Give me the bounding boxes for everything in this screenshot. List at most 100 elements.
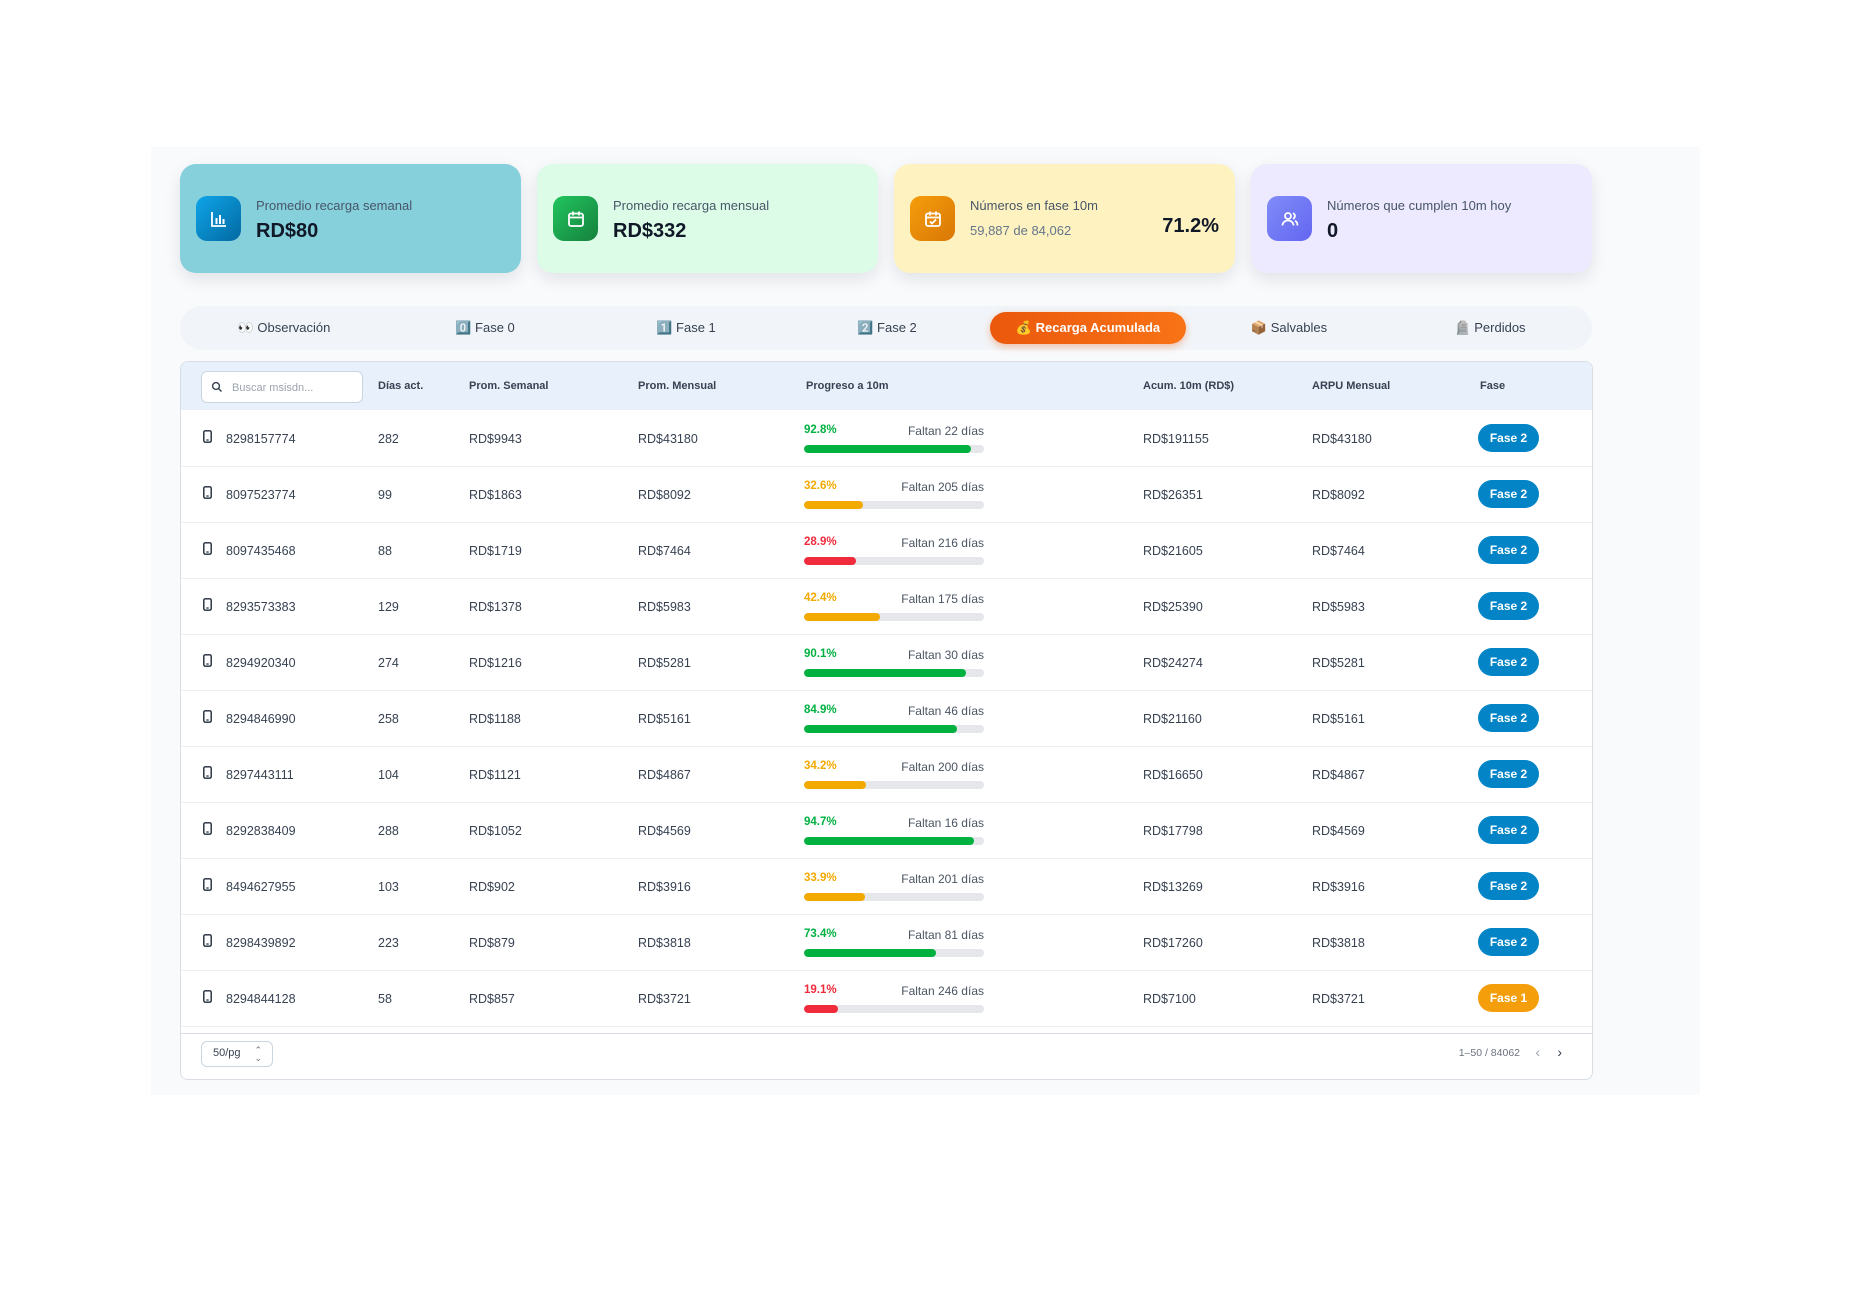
phase-badge[interactable]: Fase 2 [1478, 592, 1539, 620]
tab-observacion[interactable]: 👀 Observación [237, 320, 331, 335]
progress-bar [804, 445, 984, 453]
phase-badge[interactable]: Fase 2 [1478, 872, 1539, 900]
next-page-button[interactable]: › [1557, 1044, 1562, 1060]
calendar-icon [553, 196, 598, 241]
arpu-cell: RD$3721 [1312, 992, 1365, 1006]
tab-fase-0[interactable]: 0️⃣ Fase 0 [455, 320, 515, 335]
phone-icon [203, 822, 212, 840]
column-header-prom-mensual[interactable]: Prom. Mensual [638, 380, 717, 392]
acum-cell: RD$17798 [1143, 824, 1203, 838]
phase-badge[interactable]: Fase 2 [1478, 480, 1539, 508]
tab-fase-1[interactable]: 1️⃣ Fase 1 [656, 320, 716, 335]
phone-icon [203, 654, 212, 672]
msisdn-cell: 8298157774 [226, 432, 296, 446]
days-remaining: Faltan 216 días [901, 536, 984, 550]
table-row[interactable]: 8292838409 288 RD$1052 RD$4569 94.7% Faltan 1… [181, 802, 1592, 859]
dias-cell: 104 [378, 768, 399, 782]
days-remaining: Faltan 200 días [901, 760, 984, 774]
phase-badge[interactable]: Fase 2 [1478, 536, 1539, 564]
tab-salvables[interactable]: 📦 Salvables [1250, 320, 1328, 335]
msisdn-cell: 8293573383 [226, 600, 296, 614]
phase-badge[interactable]: Fase 1 [1478, 984, 1539, 1012]
phase-tabs: 👀 Observación 0️⃣ Fase 0 1️⃣ Fase 1 2️⃣ … [180, 306, 1592, 350]
mensual-cell: RD$4569 [638, 824, 691, 838]
progress-bar-fill [804, 725, 957, 733]
tab-recarga-acumulada[interactable]: 💰 Recarga Acumulada [990, 312, 1186, 344]
column-header-dias[interactable]: Días act. [378, 380, 424, 392]
progress-percent: 73.4% [804, 928, 837, 940]
arpu-cell: RD$5983 [1312, 600, 1365, 614]
tab-fase-2[interactable]: 2️⃣ Fase 2 [857, 320, 917, 335]
card-label: Promedio recarga mensual [613, 198, 770, 213]
phase-badge[interactable]: Fase 2 [1478, 928, 1539, 956]
column-header-acum[interactable]: Acum. 10m (RD$) [1143, 380, 1235, 392]
column-header-prom-semanal[interactable]: Prom. Semanal [469, 380, 549, 392]
calendar-check-icon [910, 196, 955, 241]
acum-cell: RD$13269 [1143, 880, 1203, 894]
acum-cell: RD$26351 [1143, 488, 1203, 502]
card-label: Promedio recarga semanal [256, 198, 413, 213]
data-table: Días act. Prom. Semanal Prom. Mensual Pr… [180, 361, 1593, 1080]
progress-bar-fill [804, 893, 866, 901]
dias-cell: 99 [378, 488, 392, 502]
msisdn-cell: 8097435468 [226, 544, 296, 558]
phase-badge[interactable]: Fase 2 [1478, 424, 1539, 452]
table-row[interactable]: 8297443111 104 RD$1121 RD$4867 34.2% Faltan 2… [181, 746, 1592, 803]
msisdn-cell: 8292838409 [226, 824, 296, 838]
table-row[interactable]: 8294844128 58 RD$857 RD$3721 19.1% Faltan 246… [181, 970, 1592, 1027]
phase-badge[interactable]: Fase 2 [1478, 648, 1539, 676]
semanal-cell: RD$1121 [469, 768, 521, 782]
table-row[interactable]: 8097435468 88 RD$1719 RD$7464 28.9% Faltan 21… [181, 522, 1592, 579]
card-percent: 71.2% [1162, 215, 1219, 237]
phone-icon [203, 878, 212, 896]
card-phase-10m: Números en fase 10m 59,887 de 84,062 71.… [894, 164, 1235, 273]
table-row[interactable]: 8293573383 129 RD$1378 RD$5983 42.4% Faltan 1… [181, 578, 1592, 635]
acum-cell: RD$21160 [1143, 712, 1202, 726]
progress-bar [804, 613, 984, 621]
acum-cell: RD$16650 [1143, 768, 1203, 782]
progress-bar [804, 501, 984, 509]
tab-perdidos[interactable]: 🪦 Perdidos [1454, 320, 1526, 335]
dias-cell: 103 [378, 880, 399, 894]
prev-page-button[interactable]: ‹ [1535, 1044, 1540, 1060]
table-row[interactable]: 8097523774 99 RD$1863 RD$8092 32.6% Faltan 20… [181, 466, 1592, 523]
progress-percent: 28.9% [804, 536, 837, 548]
column-header-fase[interactable]: Fase [1480, 380, 1506, 392]
table-row[interactable]: 8294846990 258 RD$1188 RD$5161 84.9% Faltan 4… [181, 690, 1592, 747]
progress-percent: 84.9% [804, 704, 837, 716]
progress-bar [804, 1005, 984, 1013]
mensual-cell: RD$5983 [638, 600, 691, 614]
phase-badge[interactable]: Fase 2 [1478, 704, 1539, 732]
table-row[interactable]: 8294920340 274 RD$1216 RD$5281 90.1% Faltan 3… [181, 634, 1592, 691]
table-row[interactable]: 8298439892 223 RD$879 RD$3818 73.4% Faltan 81… [181, 914, 1592, 971]
phone-icon [203, 430, 212, 448]
phase-badge[interactable]: Fase 2 [1478, 760, 1539, 788]
acum-cell: RD$17260 [1143, 936, 1203, 950]
page-size-value: 50/pg [213, 1047, 241, 1059]
dashboard-panel: Promedio recarga semanal RD$80 Promedio … [151, 147, 1700, 1095]
dias-cell: 282 [378, 432, 399, 446]
column-header-arpu[interactable]: ARPU Mensual [1312, 380, 1391, 392]
table-row[interactable]: 8494627955 103 RD$902 RD$3916 33.9% Faltan 20… [181, 858, 1592, 915]
semanal-cell: RD$857 [469, 992, 515, 1006]
mensual-cell: RD$3916 [638, 880, 691, 894]
semanal-cell: RD$1378 [469, 600, 522, 614]
column-header-progreso[interactable]: Progreso a 10m [806, 380, 889, 392]
bar-chart-icon [196, 196, 241, 241]
arpu-cell: RD$5161 [1312, 712, 1365, 726]
progress-bar [804, 725, 984, 733]
mensual-cell: RD$3818 [638, 936, 691, 950]
phone-icon [203, 710, 212, 728]
progress-percent: 94.7% [804, 816, 837, 828]
phase-badge[interactable]: Fase 2 [1478, 816, 1539, 844]
msisdn-cell: 8294920340 [226, 656, 296, 670]
search-input[interactable] [230, 378, 358, 398]
days-remaining: Faltan 30 días [907, 648, 984, 662]
table-row[interactable]: 8298157774 282 RD$9943 RD$43180 92.8% Faltan … [181, 410, 1592, 467]
card-weekly-average: Promedio recarga semanal RD$80 [180, 164, 521, 273]
page-size-select[interactable]: 50/pg ⌃ ⌄ [201, 1041, 273, 1067]
progress-percent: 92.8% [804, 424, 837, 436]
mensual-cell: RD$43180 [638, 432, 698, 446]
semanal-cell: RD$1188 [469, 712, 521, 726]
table-header: Días act. Prom. Semanal Prom. Mensual Pr… [181, 362, 1592, 410]
